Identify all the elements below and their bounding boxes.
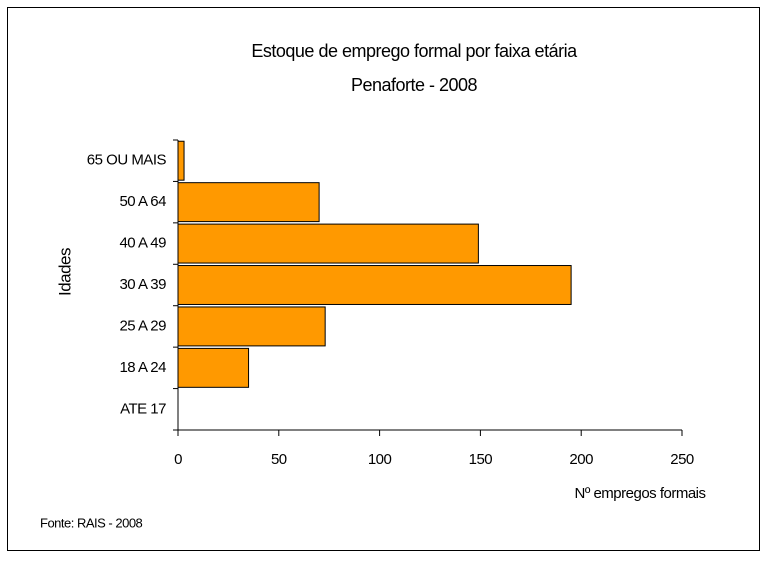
bar: [177, 223, 479, 264]
x-axis-label: Nº empregos formais: [574, 485, 705, 502]
x-tick-label: 100: [368, 451, 392, 468]
y-axis-label: Idades: [55, 248, 74, 296]
y-tick-label: ATE 17: [120, 400, 166, 417]
x-tick-label: 50: [271, 451, 287, 468]
x-tick-label: 150: [469, 451, 493, 468]
y-tick-label: 50 A 64: [119, 193, 166, 210]
y-tick-label: 25 A 29: [119, 317, 166, 334]
y-tick-label: 30 A 39: [119, 276, 166, 293]
bar: [177, 265, 572, 305]
x-tick-label: 0: [174, 451, 182, 468]
chart-title: Estoque de emprego formal por faixa etár…: [251, 41, 578, 61]
bar: [177, 347, 250, 388]
x-tick-label: 250: [670, 451, 694, 468]
bar: [177, 140, 185, 181]
chart-subtitle: Penaforte - 2008: [351, 75, 478, 95]
y-tick-label: 65 OU MAIS: [87, 152, 167, 169]
bar: [177, 306, 326, 347]
y-tick-label: 40 A 49: [119, 235, 166, 252]
source-note: Fonte: RAIS - 2008: [40, 515, 143, 530]
x-tick-label: 200: [569, 451, 593, 468]
bar: [177, 182, 320, 223]
y-tick-label: 18 A 24: [119, 359, 166, 376]
